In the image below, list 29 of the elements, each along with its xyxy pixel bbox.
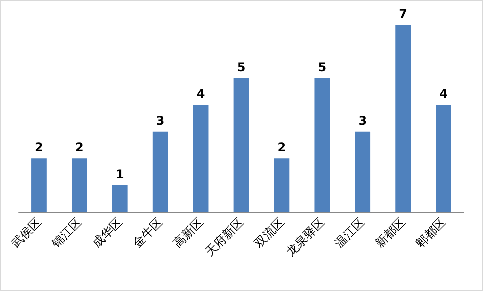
data-label: 7	[399, 7, 408, 21]
data-label: 2	[35, 140, 44, 155]
data-label: 4	[196, 87, 206, 102]
bar	[32, 158, 47, 212]
data-label: 1	[116, 167, 124, 182]
bar	[234, 78, 250, 212]
bar	[314, 78, 330, 212]
data-label: 2	[76, 140, 84, 155]
bar	[274, 158, 290, 212]
data-label: 3	[156, 114, 165, 128]
x-tick-label: 郫都区	[413, 215, 449, 250]
bar	[112, 185, 128, 212]
data-label: 3	[358, 114, 368, 128]
x-tick-label: 金牛区	[130, 215, 166, 250]
bar	[355, 132, 371, 212]
x-tick-label: 锦江区	[48, 215, 85, 252]
bar	[436, 105, 452, 212]
data-label: 4	[440, 87, 448, 102]
bar	[396, 25, 412, 212]
bar	[193, 105, 209, 212]
data-label: 2	[278, 140, 286, 155]
data-label: 5	[237, 60, 246, 74]
x-tick-label: 武侯区	[8, 215, 44, 250]
x-tick-label: 新都区	[372, 215, 408, 250]
bar	[72, 158, 88, 212]
data-label: 5	[318, 60, 327, 74]
bar	[152, 132, 168, 212]
x-tick-label: 温江区	[332, 215, 368, 250]
x-tick-label: 成华区	[90, 215, 126, 250]
